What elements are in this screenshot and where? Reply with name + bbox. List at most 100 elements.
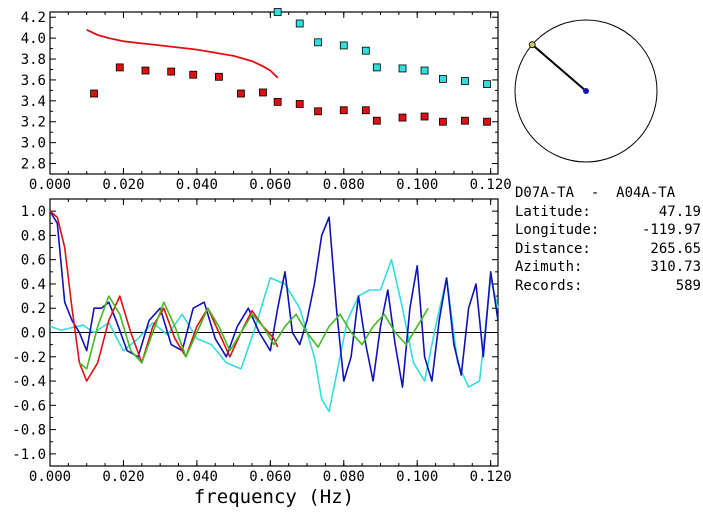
data-point	[295, 19, 304, 28]
y-tick-label: -0.2	[12, 350, 46, 366]
data-point	[259, 88, 267, 97]
data-point	[420, 112, 429, 121]
x-tick-label: 0.020	[102, 177, 144, 193]
y-tick-label: 0.0	[21, 326, 46, 342]
correlation-y-ticks: 1.0 0.8 0.6 0.4 0.2 0.0 -0.2 -0.4 -0.6 -0.8 -1.0	[12, 204, 498, 463]
x-axis-title: frequency (Hz)	[194, 486, 354, 508]
y-tick-label: 3.8	[21, 52, 46, 68]
y-tick-label: 2.8	[21, 157, 46, 173]
y-tick-label: 0.6	[21, 253, 46, 269]
x-tick-label: 0.060	[249, 469, 291, 485]
data-point	[372, 63, 381, 72]
series-line	[49, 210, 499, 388]
data-point	[398, 64, 407, 73]
data-point	[167, 67, 176, 76]
data-point	[483, 117, 491, 126]
azimuth-value: 310.73	[650, 259, 701, 275]
y-tick-label: -0.6	[12, 398, 46, 414]
dial-center-marker	[583, 88, 589, 94]
x-tick-label: 0.120	[470, 469, 512, 485]
needle-tip-marker	[528, 41, 536, 49]
y-tick-label: 0.8	[21, 228, 46, 244]
correlation-series	[49, 210, 499, 413]
data-point	[314, 107, 322, 116]
data-point	[420, 66, 429, 75]
data-point	[115, 63, 124, 72]
x-tick-label: 0.020	[102, 469, 144, 485]
longitude-row: Longitude: -119.97	[515, 221, 701, 240]
x-tick-label: 0.040	[176, 469, 218, 485]
data-point	[361, 46, 370, 55]
y-tick-label: 0.4	[21, 277, 46, 293]
correlation-panel: 1.0 0.8 0.6 0.4 0.2 0.0 -0.2 -0.4 -0.6 -0.8 -1.0 0…	[12, 198, 512, 508]
x-tick-label: 0.000	[29, 177, 71, 193]
azimuth-needle	[531, 43, 587, 92]
correlation-x-ticks: 0.000 0.020 0.040 0.060 0.080 0.100 0.120	[29, 199, 512, 485]
y-tick-label: 1.0	[21, 204, 46, 220]
station-info-panel: D07A-TA - A04A-TA Latitude: 47.19 Longit…	[515, 184, 701, 295]
longitude-label: Longitude:	[515, 222, 600, 238]
data-point	[439, 74, 447, 83]
y-tick-label: -0.8	[12, 423, 46, 439]
data-point	[461, 77, 469, 85]
data-point	[361, 106, 370, 115]
data-point	[398, 113, 407, 122]
data-point	[273, 97, 282, 106]
y-tick-label: 3.0	[21, 136, 46, 152]
records-value: 589	[675, 277, 701, 294]
data-point	[90, 89, 98, 98]
y-tick-label: 4.0	[21, 31, 46, 47]
y-tick-label: 3.6	[21, 73, 46, 89]
series-line	[78, 295, 429, 370]
longitude-value: -119.97	[641, 222, 701, 238]
latitude-value: 47.19	[658, 203, 701, 220]
distance-row: Distance: 265.65	[515, 240, 701, 259]
data-point	[439, 117, 447, 126]
azimuth-row: Azimuth: 310.73	[515, 258, 701, 277]
x-tick-label: 0.060	[249, 177, 291, 193]
series-line	[86, 28, 279, 79]
data-point	[273, 8, 282, 16]
data-point	[189, 70, 198, 79]
records-label: Records:	[515, 277, 583, 294]
x-tick-label: 0.000	[29, 469, 71, 485]
data-point	[372, 116, 381, 125]
x-tick-label: 0.080	[323, 469, 365, 485]
data-point	[215, 72, 223, 81]
data-point	[339, 106, 348, 115]
x-tick-label: 0.100	[396, 469, 438, 485]
y-tick-label: 3.4	[21, 94, 46, 110]
x-tick-label: 0.080	[323, 177, 365, 193]
y-tick-label: 3.2	[21, 115, 46, 131]
y-tick-label: 0.2	[21, 301, 46, 317]
x-tick-label: 0.040	[176, 177, 218, 193]
y-tick-label: -1.0	[12, 447, 46, 463]
y-tick-label: 4.2	[21, 10, 46, 26]
data-point	[483, 80, 491, 89]
data-point	[141, 66, 150, 75]
velocity-panel-frame	[49, 11, 499, 175]
series-line	[49, 210, 279, 382]
station-pair-label: D07A-TA - A04A-TA	[515, 185, 676, 201]
data-point	[295, 100, 304, 108]
velocity-y-ticks: 2.8 3.0 3.2 3.4 3.6 3.8 4.0 4.2	[21, 10, 498, 173]
velocity-panel: 2.8 3.0 3.2 3.4 3.6 3.8 4.0 4.2 0.000 0.020 0.040…	[21, 8, 512, 193]
data-point	[314, 38, 322, 47]
distance-label: Distance:	[515, 240, 591, 257]
x-tick-label: 0.120	[470, 177, 512, 193]
y-tick-label: -0.4	[12, 374, 46, 390]
data-point	[461, 116, 469, 125]
dial-circle	[514, 19, 658, 163]
distance-value: 265.65	[650, 240, 701, 257]
records-row: Records: 589	[515, 277, 701, 296]
velocity-x-ticks: 0.000 0.020 0.040 0.060 0.080 0.100 0.120	[29, 12, 512, 193]
latitude-row: Latitude: 47.19	[515, 203, 701, 222]
x-tick-label: 0.100	[396, 177, 438, 193]
azimuth-dial	[514, 19, 658, 163]
latitude-label: Latitude:	[515, 203, 591, 220]
series-line	[49, 258, 499, 413]
velocity-series	[86, 8, 491, 126]
azimuth-label: Azimuth:	[515, 259, 583, 275]
data-point	[237, 89, 245, 98]
